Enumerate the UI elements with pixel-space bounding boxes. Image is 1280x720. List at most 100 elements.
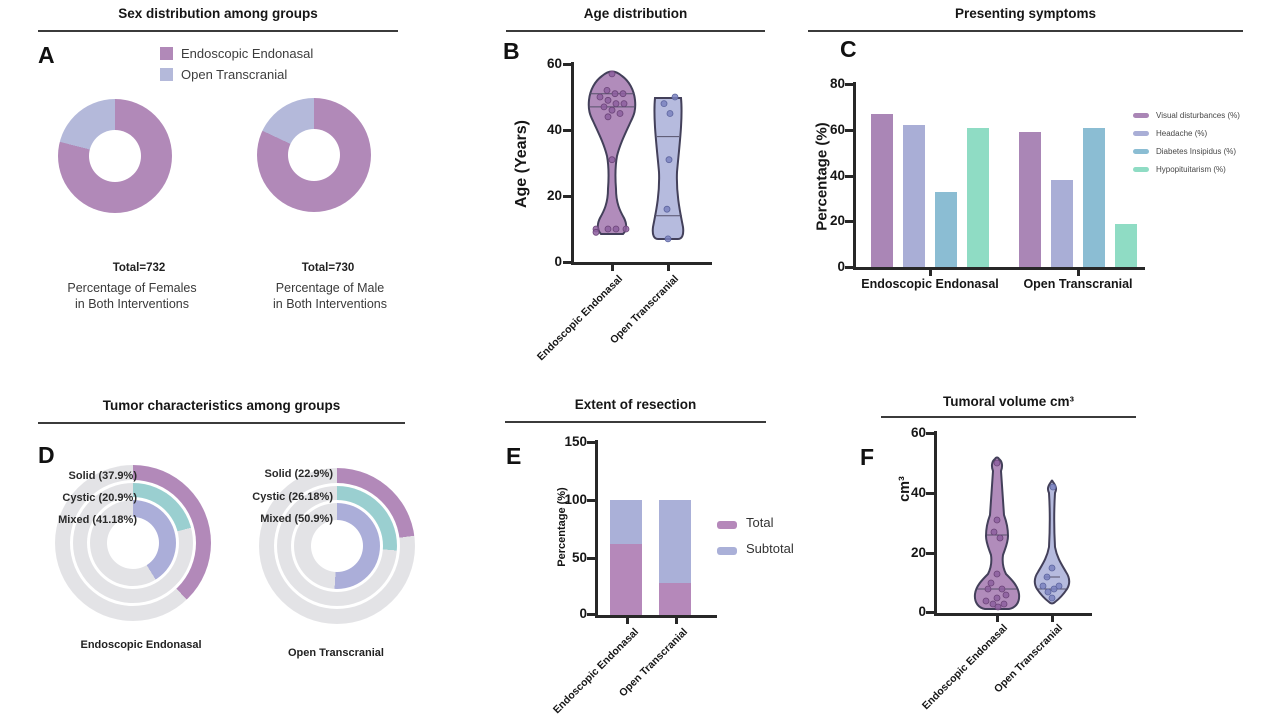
b-y-tick: [563, 63, 571, 66]
c-x-axis: [853, 267, 1145, 270]
males-donut-chart: [257, 98, 371, 212]
ring-separator: [70, 480, 196, 606]
e-segment-total: [659, 582, 691, 615]
data-point: [993, 594, 1001, 602]
c-bar-headache: [903, 125, 925, 267]
donut-hole: [311, 520, 363, 572]
data-point: [665, 156, 673, 164]
females-donut-chart: [58, 99, 172, 213]
data-point: [671, 93, 679, 101]
b-y-axis-title: Age (Years): [513, 119, 530, 209]
c-bar-headache: [1051, 180, 1073, 267]
data-point: [666, 110, 674, 117]
f-y-axis: [934, 431, 937, 616]
data-point: [622, 225, 630, 233]
mixed-ring: [90, 500, 176, 586]
panel-b-title: Age distribution: [506, 6, 765, 32]
c-y-tick: [845, 175, 853, 178]
panel-e-letter: E: [506, 443, 522, 469]
panel-e-title: Extent of resection: [505, 397, 766, 423]
data-point: [612, 225, 620, 233]
b-xlabel-endoscopic: Endoscopic Endonasal: [535, 273, 626, 364]
legend-label: Diabetes Insipidus (%): [1156, 147, 1237, 157]
f-violin-points-endoscopic: [977, 459, 1017, 611]
e-legend-total: Total: [746, 515, 774, 530]
b-x-tick: [667, 265, 670, 271]
data-point: [987, 579, 995, 587]
males-caption: Percentage of Male in Both Interventions: [230, 280, 430, 312]
caption-line: in Both Interventions: [273, 297, 387, 311]
b-y-tick: [563, 129, 571, 132]
e-y-tick: [587, 557, 595, 560]
c-bar-hypopituitarism: [967, 127, 989, 267]
b-y-axis: [571, 62, 574, 265]
data-point: [603, 86, 611, 94]
d-nested-donut-transcranial: [259, 468, 415, 624]
data-point: [996, 534, 1004, 542]
d-caption-transcranial: Open Transcranial: [288, 647, 384, 659]
f-y-tick: [926, 432, 934, 435]
d-cystic-label-transcranial: Cystic (26.18%): [252, 491, 333, 503]
e-x-tick: [626, 618, 629, 624]
panel-d-title: Tumor characteristics among groups: [38, 398, 405, 424]
caption-line: in Both Interventions: [75, 297, 189, 311]
f-x-tick: [1051, 616, 1054, 622]
data-point: [611, 90, 619, 98]
data-point: [612, 100, 620, 107]
b-ytick-label: 20: [546, 188, 562, 203]
c-y-tick: [845, 220, 853, 223]
data-point: [663, 205, 671, 213]
e-y-tick: [587, 499, 595, 502]
hypopituitarism-swatch-icon: [1133, 167, 1149, 173]
e-y-axis: [595, 440, 598, 618]
violin-shape: [587, 70, 637, 235]
open-transcranial-swatch-icon: [160, 68, 173, 82]
f-violin-endoscopic: [973, 456, 1021, 611]
cystic-ring: [73, 483, 193, 603]
c-y-axis: [853, 82, 856, 270]
c-ytick-label: 80: [829, 76, 845, 91]
f-y-tick: [926, 552, 934, 555]
c-y-tick: [845, 266, 853, 269]
data-point: [608, 70, 616, 78]
data-point: [993, 516, 1001, 524]
data-point: [982, 597, 990, 605]
c-y-tick: [845, 83, 853, 86]
b-x-tick: [611, 265, 614, 271]
b-x-axis: [571, 262, 712, 265]
females-total-label: Total=732: [112, 262, 166, 274]
c-y-tick: [845, 129, 853, 132]
b-ytick-label: 60: [546, 56, 562, 71]
b-ytick-label: 40: [546, 122, 562, 137]
ring-separator: [274, 483, 400, 609]
legend-label: Hypopituitarism (%): [1156, 165, 1226, 175]
legend-label: Open Transcranial: [181, 67, 288, 83]
f-xlabel-endoscopic: Endoscopic Endonasal: [920, 622, 1011, 713]
panel-a-legend-item: Open Transcranial: [160, 66, 287, 84]
c-legend-item: Diabetes Insipidus (%): [1133, 143, 1236, 161]
caption-line: Percentage of Females: [67, 281, 197, 295]
c-ytick-label: 60: [829, 122, 845, 137]
f-violin-transcranial: [1033, 479, 1071, 605]
e-segment-total: [610, 543, 642, 615]
data-point: [984, 585, 992, 593]
e-xlabel-endoscopic: Endoscopic Endonasal: [551, 626, 642, 717]
c-group-endoscopic: Endoscopic Endonasal: [861, 277, 999, 291]
violin-shape: [651, 97, 685, 240]
data-point: [619, 90, 627, 98]
data-point: [600, 103, 608, 111]
f-ytick-label: 40: [910, 485, 926, 500]
data-point: [993, 570, 1001, 578]
c-x-tick: [929, 270, 932, 276]
data-point: [989, 600, 997, 608]
data-point: [604, 225, 612, 233]
data-point: [1049, 483, 1057, 491]
data-point: [1039, 582, 1047, 590]
f-violin-points-transcranial: [1038, 483, 1066, 602]
d-mixed-label-transcranial: Mixed (50.9%): [260, 513, 333, 525]
b-violin-endoscopic: [587, 70, 637, 236]
data-point: [604, 96, 612, 104]
data-point: [608, 156, 616, 164]
cystic-ring: [277, 486, 397, 606]
